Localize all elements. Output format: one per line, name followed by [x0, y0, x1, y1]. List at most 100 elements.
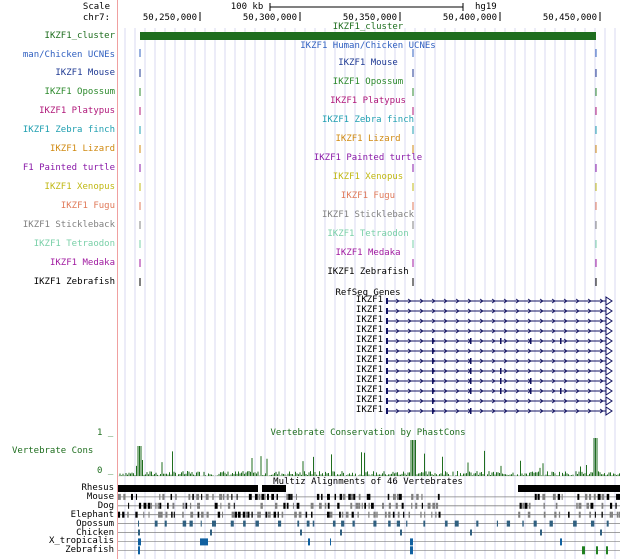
gene-strand-arrow: [395, 358, 400, 364]
species-track-title: IKZF1 Medaka: [335, 248, 401, 258]
chromosome-ruler: [199, 12, 601, 21]
gene-label[interactable]: IKZF1: [355, 405, 383, 415]
track-label-species[interactable]: IKZF1 Lizard: [49, 144, 115, 154]
alignment-block: [577, 493, 580, 500]
gene-strand-arrow: [539, 298, 544, 304]
alignment-block: [206, 511, 209, 518]
alignment-block: [330, 538, 331, 546]
track-label-species[interactable]: IKZF1 Fugu: [60, 201, 115, 211]
gene-strand-arrow: [575, 368, 580, 374]
multiz-species-label[interactable]: X_tropicalis: [48, 536, 114, 547]
gene-strand-arrow: [407, 318, 412, 324]
track-label-species[interactable]: IKZF1 Zebra finch: [22, 125, 115, 135]
alignment-block: [395, 502, 398, 509]
gene-strand-arrow: [539, 358, 544, 364]
track-label-cluster[interactable]: IKZF1_cluster: [44, 31, 115, 41]
gene-label[interactable]: IKZF1: [355, 375, 383, 385]
gene-strand-arrow: [419, 348, 424, 354]
gene-strand-arrow: [479, 398, 484, 404]
gene-strand-arrow: [491, 308, 496, 314]
gene-exon: [470, 408, 472, 414]
gene-strand-arrow: [455, 378, 460, 384]
track-label-species[interactable]: IKZF1 Zebrafish: [33, 277, 115, 287]
track-label-species[interactable]: IKZF1 Tetraodon: [33, 239, 115, 249]
track-label-species[interactable]: IKZF1 Xenopus: [44, 182, 115, 192]
alignment-block: [609, 511, 612, 518]
alignment-block: [327, 493, 330, 500]
gene-exon: [530, 378, 532, 384]
alignment-block: [368, 502, 370, 509]
gene-exon: [432, 398, 434, 404]
gene-label[interactable]: IKZF1: [355, 295, 383, 305]
gene-strand-arrow: [515, 398, 520, 404]
species-track-title: IKZF1 Stickleback: [321, 210, 415, 220]
track-label-species[interactable]: F1 Painted turtle: [22, 163, 115, 173]
gene-strand-arrow: [395, 308, 400, 314]
alignment-block: [438, 511, 441, 518]
alignment-block: [182, 520, 187, 527]
gene-label[interactable]: IKZF1: [355, 365, 383, 375]
gene-strand-arrow: [515, 298, 520, 304]
conservation-label[interactable]: Vertebrate Cons: [12, 446, 94, 456]
alignment-block: [294, 511, 297, 518]
gene-strand-arrow: [599, 368, 604, 374]
alignment-block: [401, 502, 404, 509]
alignment-block: [265, 511, 268, 518]
multiz-species-label[interactable]: Mouse: [86, 491, 114, 502]
cluster-bar[interactable]: [140, 32, 596, 40]
alignment-block: [601, 493, 605, 500]
alignment-block: [618, 511, 620, 518]
alignment-block: [427, 502, 431, 509]
gene-strand-arrow: [443, 328, 448, 334]
gene-label[interactable]: IKZF1: [355, 315, 383, 325]
multiz-species-label[interactable]: Rhesus: [81, 483, 114, 493]
multiz-species-label[interactable]: Elephant: [70, 509, 114, 520]
gene-label[interactable]: IKZF1: [355, 395, 383, 405]
gene-label[interactable]: IKZF1: [355, 345, 383, 355]
assembly-name: hg19: [475, 2, 497, 12]
gene-strand-arrow: [467, 398, 472, 404]
multiz-track-title: Multiz Alignments of 46 Vertebrates: [273, 477, 463, 487]
gene-strand-arrow: [527, 328, 532, 334]
alignment-block: [606, 493, 610, 500]
gene-strand-arrow: [575, 308, 580, 314]
gene-exon: [560, 338, 562, 344]
track-label-ucnes[interactable]: man/Chicken UCNEs: [22, 50, 115, 60]
alignment-block: [296, 502, 300, 509]
track-label-species[interactable]: IKZF1 Platypus: [39, 106, 115, 116]
alignment-block: [197, 511, 200, 518]
track-label-species[interactable]: IKZF1 Medaka: [49, 258, 115, 268]
gene-label[interactable]: IKZF1: [355, 305, 383, 315]
gene-label[interactable]: IKZF1: [355, 335, 383, 345]
track-label-species[interactable]: IKZF1 Stickleback: [22, 220, 115, 230]
track-label-species[interactable]: IKZF1 Mouse: [55, 68, 115, 78]
multiz-species-label[interactable]: Chicken: [76, 527, 114, 538]
alignment-block: [288, 493, 291, 500]
alignment-block: [476, 520, 479, 527]
gene-label[interactable]: IKZF1: [355, 325, 383, 335]
multiz-species-label[interactable]: Opossum: [76, 518, 114, 529]
gene-strand-arrow: [575, 318, 580, 324]
coordinate-label: 50,250,000: [142, 13, 197, 23]
gene-strand-arrow: [551, 388, 556, 394]
species-track-title: IKZF1 Platypus: [330, 96, 406, 106]
alignment-block: [271, 493, 274, 500]
track-label-species[interactable]: IKZF1 Opossum: [44, 87, 115, 97]
gene-strand-arrow: [599, 408, 604, 414]
gene-strand-arrow: [419, 378, 424, 384]
gene-label[interactable]: IKZF1: [355, 355, 383, 365]
gene-exon: [386, 348, 388, 354]
multiz-species-label[interactable]: Dog: [97, 500, 114, 511]
gene-strand-arrow: [479, 368, 484, 374]
gene-strand-arrow: [443, 348, 448, 354]
alignment-block: [192, 493, 194, 500]
ucne-feature-ticks[interactable]: [139, 49, 597, 286]
gene-strand-arrow: [599, 398, 604, 404]
conservation-ymin: 0 _: [97, 466, 114, 476]
gene-label[interactable]: IKZF1: [355, 385, 383, 395]
refseq-gene-models[interactable]: [386, 296, 613, 416]
multiz-species-label[interactable]: Zebrafish: [65, 545, 114, 556]
alignment-block: [197, 502, 201, 509]
alignment-block: [352, 520, 355, 527]
